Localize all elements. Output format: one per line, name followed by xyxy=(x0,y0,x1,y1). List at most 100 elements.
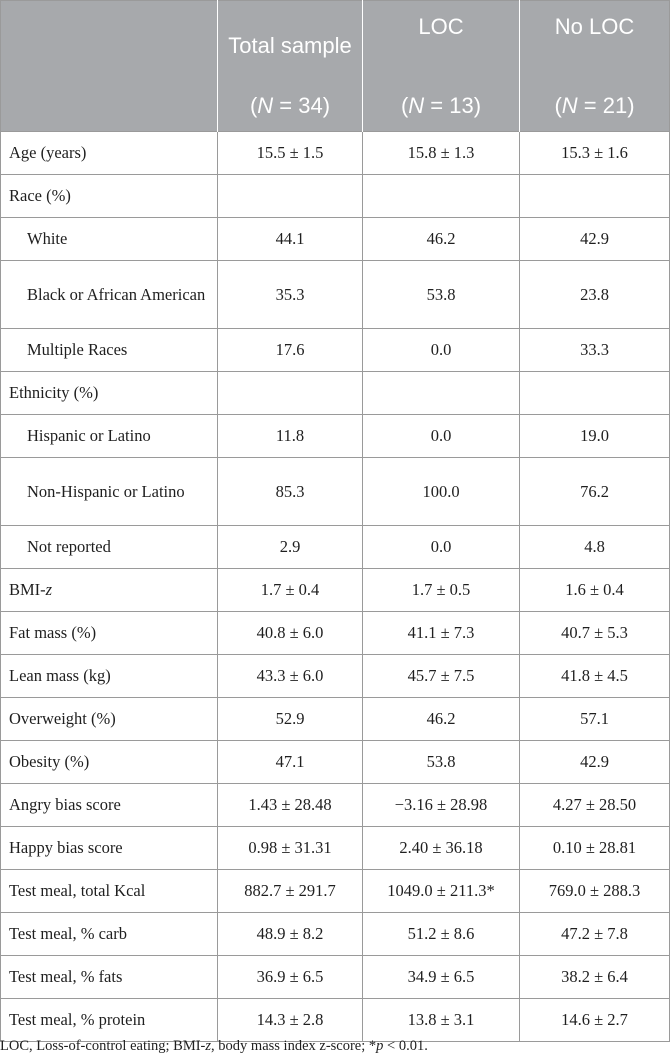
cell-no-loc: 4.8 xyxy=(519,525,670,569)
table-row: BMI-z 1.7 ± 0.4 1.7 ± 0.5 1.6 ± 0.4 xyxy=(0,568,670,612)
cell-no-loc: 0.10 ± 28.81 xyxy=(519,826,670,870)
cell-total: 2.9 xyxy=(217,525,363,569)
cell-loc: 13.8 ± 3.1 xyxy=(362,998,520,1042)
table-row: Age (years) 15.5 ± 1.5 15.8 ± 1.3 15.3 ±… xyxy=(0,131,670,175)
cell-total: 17.6 xyxy=(217,328,363,372)
cell-loc: 15.8 ± 1.3 xyxy=(362,131,520,175)
cell-no-loc: 40.7 ± 5.3 xyxy=(519,611,670,655)
cell-no-loc xyxy=(519,174,670,218)
cell-loc: 53.8 xyxy=(362,740,520,784)
cell-no-loc: 47.2 ± 7.8 xyxy=(519,912,670,956)
row-label: Angry bias score xyxy=(0,783,218,827)
row-label: Test meal, % carb xyxy=(0,912,218,956)
cell-total: 11.8 xyxy=(217,414,363,458)
cell-loc: 34.9 ± 6.5 xyxy=(362,955,520,999)
header-no-loc: No LOC xyxy=(519,0,670,90)
row-label: Lean mass (kg) xyxy=(0,654,218,698)
cell-total: 85.3 xyxy=(217,457,363,526)
cell-no-loc: 38.2 ± 6.4 xyxy=(519,955,670,999)
table-row: Not reported 2.9 0.0 4.8 xyxy=(0,525,670,569)
cell-total: 36.9 ± 6.5 xyxy=(217,955,363,999)
cell-total: 0.98 ± 31.31 xyxy=(217,826,363,870)
cell-total: 882.7 ± 291.7 xyxy=(217,869,363,913)
header-n-row: (N = 34) (N = 13) (N = 21) xyxy=(0,90,670,132)
cell-total: 43.3 ± 6.0 xyxy=(217,654,363,698)
cell-total: 14.3 ± 2.8 xyxy=(217,998,363,1042)
cell-total: 48.9 ± 8.2 xyxy=(217,912,363,956)
row-label: Overweight (%) xyxy=(0,697,218,741)
table-row: White 44.1 46.2 42.9 xyxy=(0,217,670,261)
cell-no-loc: 57.1 xyxy=(519,697,670,741)
table-row: Hispanic or Latino 11.8 0.0 19.0 xyxy=(0,414,670,458)
cell-no-loc: 42.9 xyxy=(519,217,670,261)
cell-loc: 46.2 xyxy=(362,697,520,741)
table-row: Non-Hispanic or Latino 85.3 100.0 76.2 xyxy=(0,457,670,526)
cell-total xyxy=(217,371,363,415)
cell-loc: 41.1 ± 7.3 xyxy=(362,611,520,655)
cell-total: 52.9 xyxy=(217,697,363,741)
row-label: Hispanic or Latino xyxy=(0,414,218,458)
cell-no-loc: 19.0 xyxy=(519,414,670,458)
row-label: White xyxy=(0,217,218,261)
row-label: BMI-z xyxy=(0,568,218,612)
cell-total: 40.8 ± 6.0 xyxy=(217,611,363,655)
cell-loc: 51.2 ± 8.6 xyxy=(362,912,520,956)
table-row: Multiple Races 17.6 0.0 33.3 xyxy=(0,328,670,372)
cell-loc: 46.2 xyxy=(362,217,520,261)
cell-loc: 53.8 xyxy=(362,260,520,329)
cell-loc: 0.0 xyxy=(362,328,520,372)
row-label: Not reported xyxy=(0,525,218,569)
table-row: Fat mass (%) 40.8 ± 6.0 41.1 ± 7.3 40.7 … xyxy=(0,611,670,655)
cell-no-loc: 76.2 xyxy=(519,457,670,526)
table-row: Race (%) xyxy=(0,174,670,218)
cell-total: 47.1 xyxy=(217,740,363,784)
row-label: Ethnicity (%) xyxy=(0,371,218,415)
cell-no-loc xyxy=(519,371,670,415)
cell-total xyxy=(217,174,363,218)
table-row: Happy bias score 0.98 ± 31.31 2.40 ± 36.… xyxy=(0,826,670,870)
cell-no-loc: 42.9 xyxy=(519,740,670,784)
header-n-loc: (N = 13) xyxy=(362,90,520,132)
header-loc: LOC xyxy=(362,0,520,90)
table-row: Angry bias score 1.43 ± 28.48 −3.16 ± 28… xyxy=(0,783,670,827)
table-row: Black or African American 35.3 53.8 23.8 xyxy=(0,260,670,329)
row-label: Age (years) xyxy=(0,131,218,175)
table-row: Test meal, % fats 36.9 ± 6.5 34.9 ± 6.5 … xyxy=(0,955,670,999)
row-label: Black or African American xyxy=(0,260,218,329)
cell-no-loc: 1.6 ± 0.4 xyxy=(519,568,670,612)
cell-loc xyxy=(362,371,520,415)
cell-no-loc: 41.8 ± 4.5 xyxy=(519,654,670,698)
row-label: Test meal, total Kcal xyxy=(0,869,218,913)
cell-loc: 2.40 ± 36.18 xyxy=(362,826,520,870)
cell-no-loc: 15.3 ± 1.6 xyxy=(519,131,670,175)
row-label: Fat mass (%) xyxy=(0,611,218,655)
table-row: Overweight (%) 52.9 46.2 57.1 xyxy=(0,697,670,741)
row-label: Race (%) xyxy=(0,174,218,218)
cell-no-loc: 33.3 xyxy=(519,328,670,372)
cell-no-loc: 4.27 ± 28.50 xyxy=(519,783,670,827)
header-n-no-loc: (N = 21) xyxy=(519,90,670,132)
cell-no-loc: 769.0 ± 288.3 xyxy=(519,869,670,913)
cell-loc: 1.7 ± 0.5 xyxy=(362,568,520,612)
cell-total: 44.1 xyxy=(217,217,363,261)
row-label: Non-Hispanic or Latino xyxy=(0,457,218,526)
table-row: Obesity (%) 47.1 53.8 42.9 xyxy=(0,740,670,784)
cell-loc xyxy=(362,174,520,218)
header-blank xyxy=(0,0,218,90)
cell-total: 15.5 ± 1.5 xyxy=(217,131,363,175)
row-label: Obesity (%) xyxy=(0,740,218,784)
cell-no-loc: 14.6 ± 2.7 xyxy=(519,998,670,1042)
row-label: Test meal, % fats xyxy=(0,955,218,999)
header-n-total: (N = 34) xyxy=(217,90,363,132)
cell-loc: 0.0 xyxy=(362,525,520,569)
header-n-blank xyxy=(0,90,218,132)
cell-loc: −3.16 ± 28.98 xyxy=(362,783,520,827)
row-label: Multiple Races xyxy=(0,328,218,372)
table-row: Test meal, % protein 14.3 ± 2.8 13.8 ± 3… xyxy=(0,998,670,1042)
row-label: Test meal, % protein xyxy=(0,998,218,1042)
header-total-sample: Total sample xyxy=(217,0,363,90)
cell-no-loc: 23.8 xyxy=(519,260,670,329)
table-row: Test meal, % carb 48.9 ± 8.2 51.2 ± 8.6 … xyxy=(0,912,670,956)
cell-loc: 0.0 xyxy=(362,414,520,458)
